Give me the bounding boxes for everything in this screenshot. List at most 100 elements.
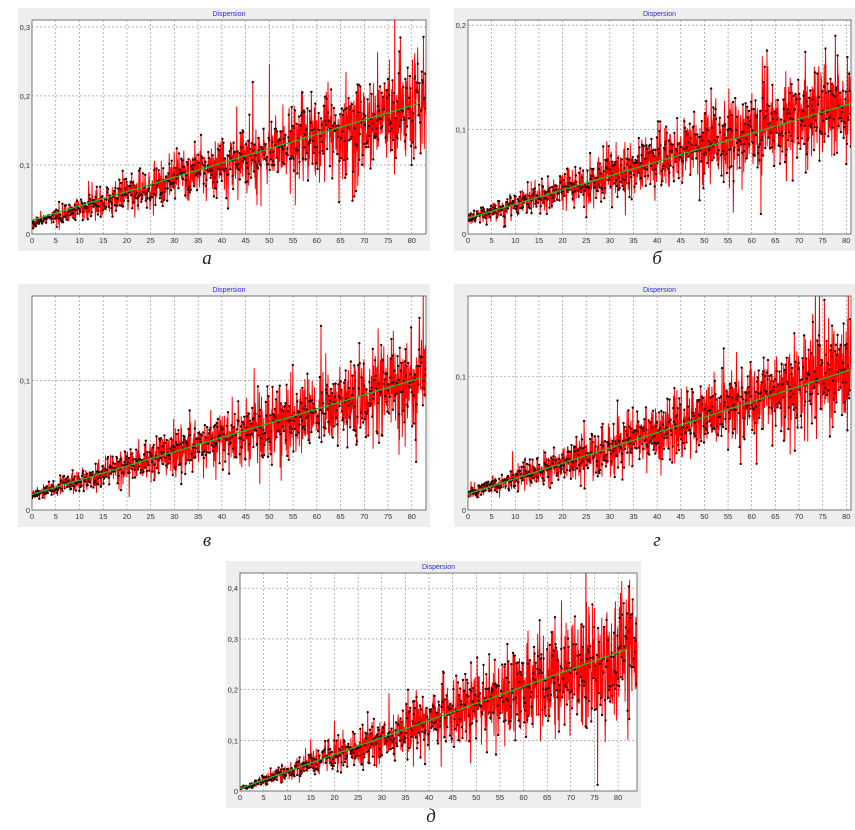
data-point xyxy=(546,475,550,479)
data-point xyxy=(607,688,611,692)
data-point xyxy=(518,195,521,198)
data-point xyxy=(567,645,570,648)
data-point xyxy=(482,484,486,487)
data-point xyxy=(839,386,842,389)
data-point xyxy=(341,113,345,117)
data-point xyxy=(625,612,629,615)
data-point xyxy=(781,134,784,138)
data-point xyxy=(259,164,262,167)
x-tick-label: 55 xyxy=(289,512,297,521)
data-point xyxy=(686,405,690,408)
data-point xyxy=(610,172,613,175)
data-point xyxy=(712,156,715,159)
data-point xyxy=(805,100,808,103)
data-point xyxy=(631,158,634,161)
data-point xyxy=(70,208,74,211)
data-point xyxy=(797,142,800,145)
data-point xyxy=(59,213,62,216)
data-point xyxy=(371,128,374,131)
data-point xyxy=(282,161,285,164)
data-point xyxy=(105,468,109,472)
data-point xyxy=(351,730,355,734)
x-tick-label: 55 xyxy=(724,512,732,521)
data-point xyxy=(316,167,319,171)
data-point xyxy=(206,425,209,429)
data-point xyxy=(689,173,692,176)
data-point xyxy=(780,430,783,433)
data-point xyxy=(551,458,554,461)
data-point xyxy=(606,158,609,161)
data-point xyxy=(125,180,128,184)
data-point xyxy=(607,440,610,443)
data-point xyxy=(370,742,373,746)
data-point xyxy=(306,107,309,110)
x-tick-label: 55 xyxy=(496,793,504,802)
data-point xyxy=(722,425,725,429)
data-point xyxy=(764,114,768,118)
data-point xyxy=(128,191,131,194)
data-point xyxy=(277,146,280,149)
data-point xyxy=(480,711,483,714)
data-point xyxy=(375,127,378,130)
data-point xyxy=(612,631,616,634)
data-point xyxy=(616,634,619,637)
data-point xyxy=(170,159,173,162)
data-point xyxy=(783,415,787,419)
data-point xyxy=(404,374,408,377)
data-point xyxy=(114,209,118,212)
data-point xyxy=(413,373,417,376)
data-point xyxy=(820,112,823,116)
data-point xyxy=(695,438,699,441)
data-point xyxy=(312,402,315,405)
data-point xyxy=(597,183,600,186)
data-point xyxy=(267,139,271,142)
data-point xyxy=(331,391,334,395)
data-point xyxy=(366,409,369,413)
data-point xyxy=(126,196,129,199)
data-point xyxy=(569,671,572,675)
data-point xyxy=(109,200,113,204)
data-point xyxy=(584,445,587,449)
data-point xyxy=(679,146,683,149)
data-point xyxy=(199,133,203,137)
data-point xyxy=(756,166,759,169)
data-point xyxy=(385,400,388,404)
data-point xyxy=(777,383,780,386)
data-point xyxy=(372,717,376,721)
data-point xyxy=(799,124,803,127)
data-point xyxy=(327,420,330,424)
data-point xyxy=(568,176,571,180)
data-point xyxy=(803,404,806,407)
data-point xyxy=(365,412,369,415)
data-point xyxy=(556,658,559,662)
data-point xyxy=(654,148,657,151)
data-point xyxy=(832,379,835,382)
data-point xyxy=(749,125,752,128)
data-point xyxy=(38,497,41,500)
data-point xyxy=(570,182,573,185)
data-point xyxy=(310,90,313,94)
data-point xyxy=(102,477,106,480)
data-point xyxy=(407,361,410,365)
data-point xyxy=(420,356,423,359)
data-point xyxy=(213,176,216,179)
data-point xyxy=(325,392,328,395)
data-point xyxy=(717,434,720,437)
data-point xyxy=(400,361,403,365)
data-point xyxy=(553,681,556,685)
data-point xyxy=(596,626,600,630)
data-point xyxy=(398,125,401,128)
data-point xyxy=(388,731,391,734)
data-point xyxy=(169,183,172,186)
data-point xyxy=(689,137,692,140)
data-point xyxy=(733,427,736,431)
data-point xyxy=(410,729,414,732)
data-point xyxy=(530,473,534,477)
data-point xyxy=(484,214,488,217)
data-point xyxy=(184,462,187,465)
data-point xyxy=(387,383,390,386)
data-point xyxy=(643,175,647,178)
data-point xyxy=(612,422,615,426)
data-point xyxy=(114,186,117,190)
data-point xyxy=(596,176,599,179)
